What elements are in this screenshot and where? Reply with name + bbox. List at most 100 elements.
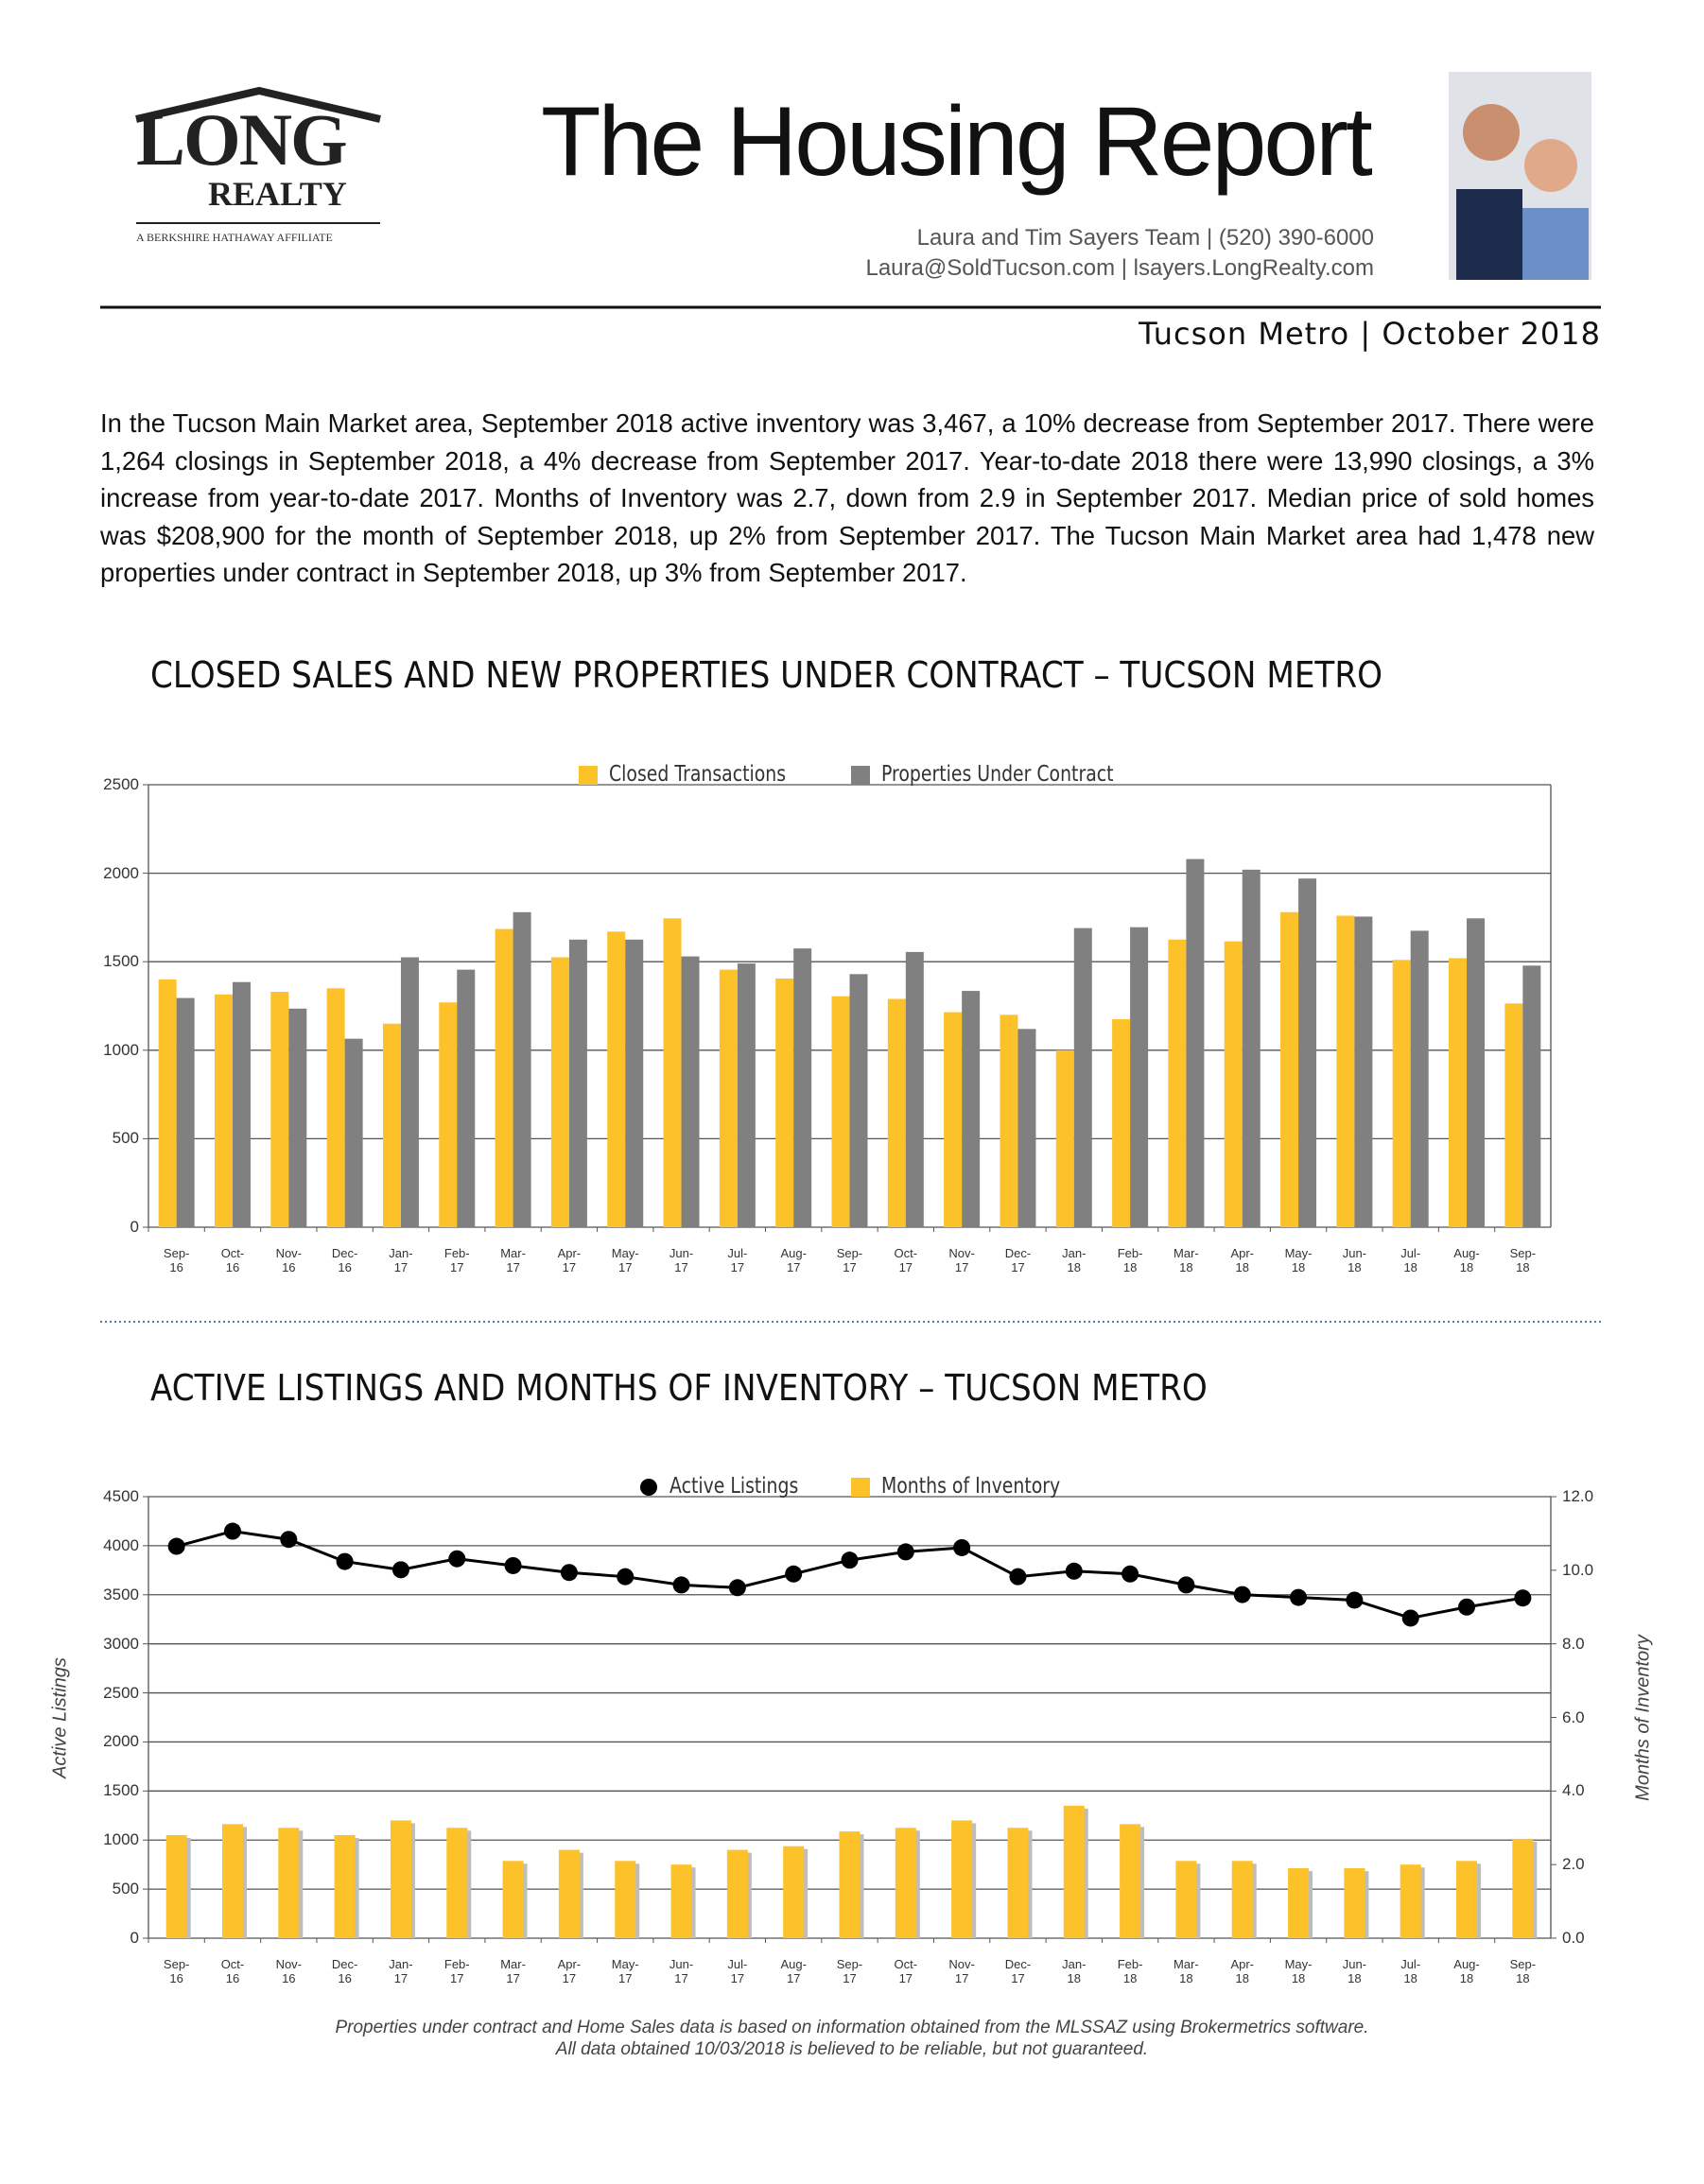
y-tick-label: 2000 [103,1732,139,1751]
bar [1512,1838,1534,1938]
y-tick-label: 0 [130,1929,139,1947]
x-tick-label: Mar-17 [500,1246,526,1274]
bar [513,911,531,1227]
x-tick-label: Dec-17 [1004,1957,1032,1985]
bar [1354,916,1373,1227]
y-tick-label: 4500 [103,1487,139,1505]
legend-label: Closed Transactions [609,762,787,787]
y-tick-label: 2500 [103,1683,139,1702]
legend-marker [640,1479,657,1496]
bar [232,981,251,1227]
x-tick-label: Feb-18 [1117,1246,1143,1274]
y2-tick-label: 10.0 [1562,1560,1594,1579]
x-tick-label: Aug-17 [780,1246,807,1274]
x-tick-label: Dec-16 [331,1246,358,1274]
legend-label: Months of Inventory [881,1474,1061,1499]
bar [382,1023,401,1227]
point [785,1565,803,1583]
logo-roof [135,86,381,123]
point [504,1556,522,1574]
bar [1168,939,1187,1227]
x-tick-label: Sep-16 [163,1957,190,1985]
point [560,1564,578,1582]
x-tick-label: Sep-17 [836,1246,863,1274]
bar [568,939,587,1227]
chart-title: ACTIVE LISTINGS AND MONTHS OF INVENTORY … [150,1367,1208,1409]
bar [1055,1049,1074,1227]
line [176,1530,1523,1621]
point [1290,1588,1308,1606]
bar [1449,958,1468,1227]
y-tick-label: 3000 [103,1634,139,1653]
point [1065,1562,1083,1580]
x-tick-label: Jul-18 [1400,1957,1421,1985]
bar [625,939,644,1227]
legend-marker [851,766,870,785]
point [391,1561,409,1579]
bar [1504,1003,1523,1227]
y-axis-title: Active Listings [49,1656,71,1778]
bar [1298,878,1317,1227]
x-tick-label: Nov-16 [275,1957,303,1985]
bar [670,1864,692,1938]
point [896,1543,914,1561]
x-tick-label: Mar-17 [500,1957,526,1985]
bar [446,1828,468,1938]
x-tick-label: Jul-18 [1400,1246,1421,1274]
y2-tick-label: 12.0 [1562,1487,1594,1505]
contact: Laura and Tim Sayers Team | (520) 390-60… [916,225,1374,251]
bar [1456,1861,1478,1938]
bar [607,931,626,1227]
bar [962,991,981,1227]
bar [1410,930,1429,1227]
x-tick-label: Jul-17 [727,1246,748,1274]
y-tick-label: 3500 [103,1585,139,1603]
x-tick-label: Apr-18 [1230,1957,1255,1985]
legend-label: Active Listings [669,1474,799,1499]
bar [390,1820,411,1938]
bar [1344,1868,1365,1938]
footnote: Properties under contract and Home Sales… [335,2018,1369,2037]
x-tick-label: Jun-18 [1342,1957,1367,1985]
y-tick-label: 2000 [103,863,139,882]
y2-tick-label: 8.0 [1562,1634,1585,1653]
summary: In the Tucson Main Market area, Septembe… [100,408,1594,587]
point [223,1522,241,1540]
logo-sub: REALTY [208,175,347,213]
bar [1186,858,1205,1227]
y-tick-label: 1000 [103,1830,139,1849]
legend-label: Properties Under Contract [881,762,1114,787]
bar [719,969,738,1227]
x-tick-label: Apr-17 [557,1957,582,1985]
x-tick-label: Feb-17 [443,1957,470,1985]
bar [737,963,756,1227]
x-tick-label: Nov-16 [275,1246,303,1274]
x-tick-label: Feb-18 [1117,1957,1143,1985]
x-tick-label: Sep-17 [836,1957,863,1985]
contact: Laura@SoldTucson.com | lsayers.LongRealt… [865,255,1374,281]
x-tick-label: Nov-17 [948,1957,975,1985]
x-tick-label: Jun-17 [669,1957,694,1985]
bar [214,994,233,1227]
bar [1522,965,1541,1227]
photo-face [1463,104,1520,161]
x-tick-label: Apr-18 [1230,1246,1255,1274]
bar [831,996,850,1227]
y2-tick-label: 2.0 [1562,1855,1585,1874]
x-tick-label: May-17 [611,1957,639,1985]
bar [944,1012,963,1227]
x-tick-label: Oct-16 [220,1957,245,1985]
point [448,1550,466,1568]
x-tick-label: May-17 [611,1246,639,1274]
bar [1112,1019,1131,1227]
y-tick-label: 4000 [103,1535,139,1554]
x-tick-label: Nov-17 [948,1246,975,1274]
bar [158,979,177,1227]
bar [793,948,812,1227]
bar [1175,1861,1197,1938]
bar [502,1861,524,1938]
y-tick-label: 2500 [103,775,139,793]
logo-affiliate: A BERKSHIRE HATHAWAY AFFILIATE [136,231,333,244]
bar [326,988,345,1227]
